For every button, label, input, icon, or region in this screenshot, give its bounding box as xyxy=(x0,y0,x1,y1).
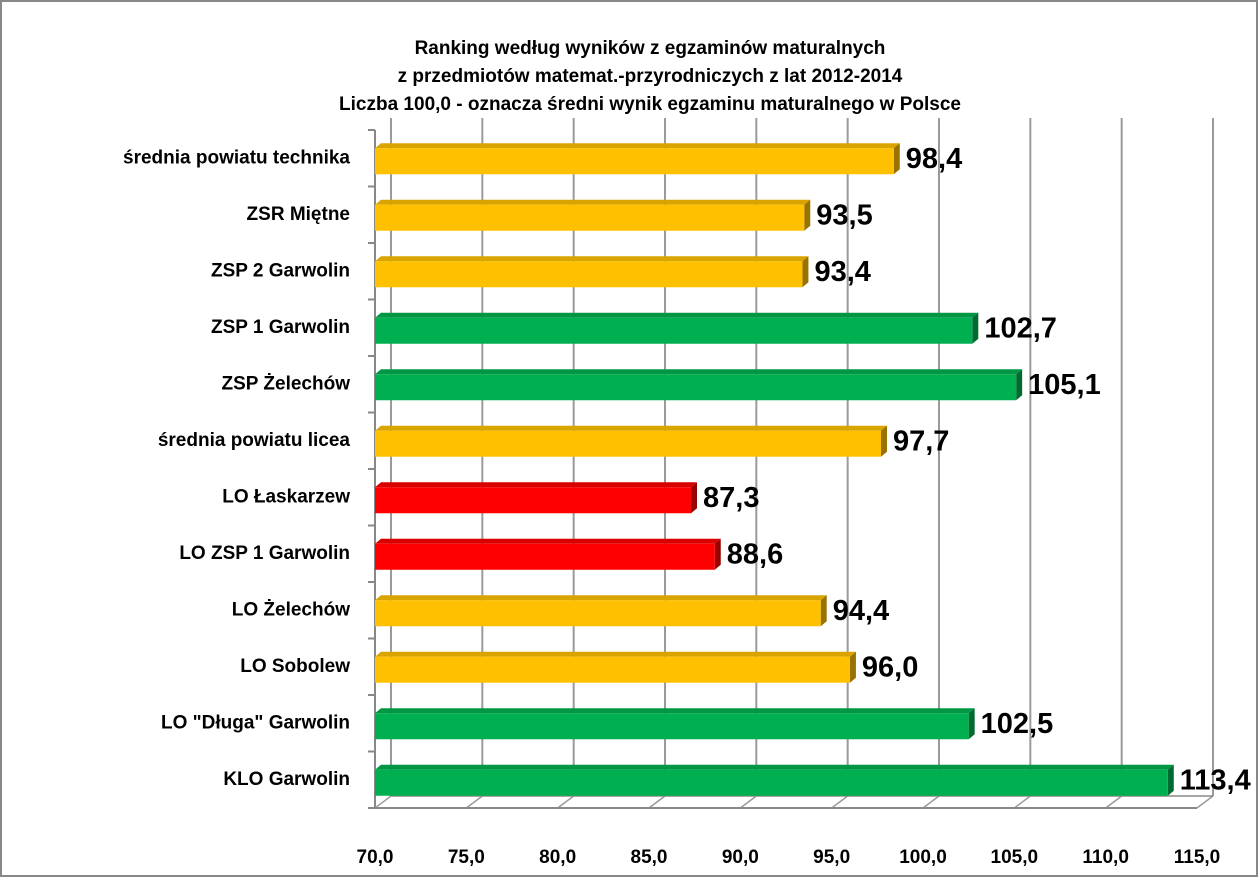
floor-line xyxy=(465,795,483,809)
bar-top xyxy=(375,538,721,544)
bar xyxy=(375,600,821,627)
bar-side xyxy=(880,425,887,457)
bar xyxy=(375,656,850,683)
y-tick-label: średnia powiatu licea xyxy=(158,430,351,451)
y-tick-label: LO Żelechów xyxy=(232,599,350,620)
value-label: 97,7 xyxy=(893,425,949,457)
floor-line xyxy=(739,795,757,809)
chart-title: Liczba 100,0 - oznacza średni wynik egza… xyxy=(339,94,961,115)
bar-side xyxy=(820,595,827,627)
x-tick-label: 70,0 xyxy=(357,847,394,868)
floor-line xyxy=(374,795,392,809)
bar-side xyxy=(714,538,721,570)
bar-top xyxy=(375,199,811,205)
x-tick-label: 75,0 xyxy=(448,847,485,868)
y-tick-label: średnia powiatu technika xyxy=(123,147,350,168)
y-tick-label: LO Łaskarzew xyxy=(222,486,350,507)
value-label: 88,6 xyxy=(727,538,783,570)
floor-line xyxy=(557,795,575,809)
bar-top xyxy=(375,482,698,488)
floor-line xyxy=(648,795,666,809)
bar-side xyxy=(893,143,900,175)
y-tick-label: ZSP 1 Garwolin xyxy=(211,317,350,338)
value-label: 93,4 xyxy=(814,256,870,288)
floor-line xyxy=(922,795,940,809)
bar xyxy=(375,317,973,344)
value-label: 102,7 xyxy=(984,312,1057,344)
y-tick-label: ZSR Miętne xyxy=(247,204,350,225)
bar xyxy=(375,430,881,457)
x-tick-label: 85,0 xyxy=(631,847,668,868)
bar-top xyxy=(375,764,1174,770)
x-tick-label: 80,0 xyxy=(539,847,576,868)
bar xyxy=(375,204,805,231)
bar xyxy=(375,374,1017,401)
floor-line xyxy=(1196,795,1214,809)
bar xyxy=(375,543,715,570)
value-label: 87,3 xyxy=(703,482,759,514)
value-label: 98,4 xyxy=(906,143,962,175)
bar-side xyxy=(849,651,856,683)
bar-top xyxy=(375,708,975,714)
bar-side xyxy=(968,708,975,740)
x-tick-label: 95,0 xyxy=(813,847,850,868)
bar-top xyxy=(375,595,827,601)
bar-top xyxy=(375,312,979,318)
bar-top xyxy=(375,651,856,657)
y-tick-label: LO Sobolew xyxy=(240,656,350,677)
bar xyxy=(375,261,803,288)
x-tick-label: 90,0 xyxy=(722,847,759,868)
bar-top xyxy=(375,369,1023,375)
value-label: 94,4 xyxy=(833,595,889,627)
floor-line xyxy=(1013,795,1031,809)
bar-side xyxy=(1167,764,1174,796)
y-tick-label: ZSP 2 Garwolin xyxy=(211,260,350,281)
x-tick-label: 105,0 xyxy=(991,847,1039,868)
value-label: 105,1 xyxy=(1028,369,1101,401)
bar-top xyxy=(375,425,887,431)
y-tick-label: LO ZSP 1 Garwolin xyxy=(179,543,350,564)
bar-side xyxy=(802,256,809,288)
bar-side xyxy=(1016,369,1023,401)
bar-side xyxy=(691,482,698,514)
value-label: 93,5 xyxy=(816,199,872,231)
chart-title: Ranking według wyników z egzaminów matur… xyxy=(415,38,886,59)
x-tick-label: 100,0 xyxy=(899,847,947,868)
bar-side xyxy=(804,199,811,231)
floor-line xyxy=(1105,795,1123,809)
y-tick-label: ZSP Żelechów xyxy=(222,373,351,394)
value-label: 96,0 xyxy=(862,651,918,683)
bar-top xyxy=(375,143,900,149)
bar-side xyxy=(972,312,979,344)
bar-top xyxy=(375,256,809,262)
bar xyxy=(375,487,692,514)
bar xyxy=(375,148,894,175)
chart-title: z przedmiotów matemat.-przyrodniczych z … xyxy=(398,66,903,87)
x-tick-label: 110,0 xyxy=(1082,847,1129,868)
value-label: 102,5 xyxy=(981,708,1054,740)
bar xyxy=(375,769,1168,796)
bar xyxy=(375,713,969,740)
floor-line xyxy=(831,795,849,809)
x-tick-label: 115,0 xyxy=(1174,847,1221,868)
value-label: 113,4 xyxy=(1180,764,1251,796)
y-tick-label: LO "Długa" Garwolin xyxy=(161,712,350,733)
y-tick-label: KLO Garwolin xyxy=(223,769,350,790)
